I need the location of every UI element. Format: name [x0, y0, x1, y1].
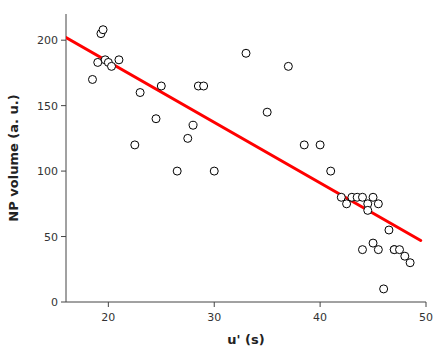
x-tick: [320, 302, 321, 307]
scatter-point: [284, 62, 292, 70]
scatter-point: [94, 58, 102, 66]
scatter-point: [385, 226, 393, 234]
scatter-point: [316, 141, 324, 149]
scatter-point: [115, 56, 123, 64]
y-tick-label: 50: [44, 231, 58, 244]
plot-area: [66, 26, 421, 293]
scatter-point: [157, 82, 165, 90]
scatter-point: [173, 167, 181, 175]
x-tick-label: 40: [313, 311, 327, 324]
scatter-point: [189, 121, 197, 129]
x-tick: [214, 302, 215, 307]
scatter-point: [374, 246, 382, 254]
x-tick-label: 50: [419, 311, 433, 324]
regression-line: [66, 38, 421, 241]
scatter-point: [184, 134, 192, 142]
axes: 20 30 40 50 0 50 100 150 200: [37, 14, 433, 324]
y-tick: [61, 236, 66, 237]
scatter-point: [131, 141, 139, 149]
y-axis-line: [66, 14, 67, 302]
y-axis-label: NP volume (a. u.): [6, 94, 21, 221]
y-tick-label: 100: [37, 165, 58, 178]
scatter-point: [99, 26, 107, 34]
x-tick: [426, 302, 427, 307]
scatter-point: [136, 89, 144, 97]
y-tick: [61, 40, 66, 41]
x-axis-line: [66, 302, 426, 303]
scatter-point: [300, 141, 308, 149]
chart-container: 20 30 40 50 0 50 100 150 200 u' (s) NP volume (a. …: [0, 0, 442, 354]
y-tick: [61, 302, 66, 303]
scatter-point: [327, 167, 335, 175]
x-tick-label: 30: [207, 311, 221, 324]
scatter-point: [108, 62, 116, 70]
scatter-point: [200, 82, 208, 90]
x-tick: [108, 302, 109, 307]
y-tick-label: 150: [37, 100, 58, 113]
chart-svg: 20 30 40 50 0 50 100 150 200 u' (s) NP volume (a. …: [0, 0, 442, 354]
scatter-point: [210, 167, 218, 175]
y-tick-label: 200: [37, 34, 58, 47]
scatter-point: [380, 285, 388, 293]
y-tick: [61, 171, 66, 172]
scatter-point: [364, 206, 372, 214]
scatter-point: [263, 108, 271, 116]
scatter-point: [406, 259, 414, 267]
x-axis-label: u' (s): [227, 332, 264, 347]
scatter-point: [242, 49, 250, 57]
scatter-point: [88, 75, 96, 83]
scatter-point: [152, 115, 160, 123]
y-tick: [61, 105, 66, 106]
scatter-point: [358, 246, 366, 254]
x-tick-label: 20: [101, 311, 115, 324]
scatter-point: [374, 200, 382, 208]
y-tick-label: 0: [51, 296, 58, 309]
